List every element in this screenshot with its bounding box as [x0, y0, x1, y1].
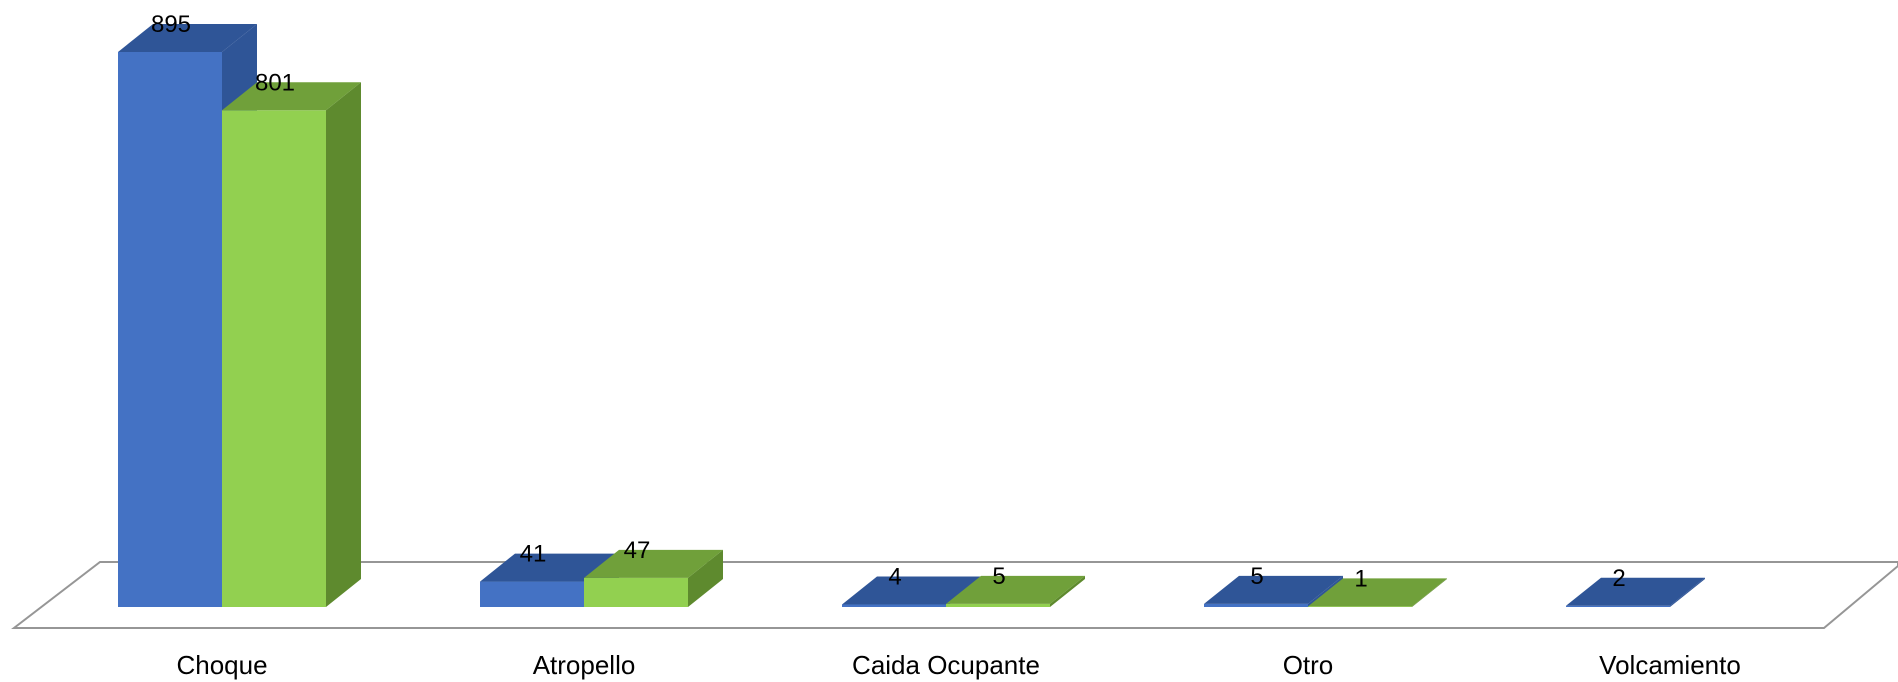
bar-front-face — [842, 604, 946, 607]
data-label: 47 — [624, 537, 651, 564]
bar-side-face — [1670, 577, 1705, 607]
bar-top-face — [584, 549, 723, 578]
data-label: 4 — [888, 564, 901, 591]
data-label: 41 — [520, 541, 547, 568]
bar-front-face — [584, 577, 688, 607]
bar-top-face — [1308, 578, 1447, 607]
bars-layer — [118, 24, 1705, 608]
bar-front-face — [118, 52, 222, 607]
x-tick-label: Otro — [1283, 650, 1334, 680]
bar — [1566, 577, 1705, 607]
data-label: 5 — [1250, 563, 1263, 590]
bar — [222, 82, 361, 608]
bar-front-face — [1204, 603, 1308, 607]
bar-front-face — [1566, 605, 1670, 607]
bar-side-face — [326, 82, 361, 607]
bar-side-face — [1412, 578, 1447, 607]
bar-side-face — [688, 549, 723, 607]
bar-side-face — [1308, 575, 1343, 607]
data-label: 5 — [992, 563, 1005, 590]
bar-front-face — [222, 110, 326, 608]
bar — [584, 549, 723, 607]
bar-side-face — [1050, 575, 1085, 607]
data-label: 895 — [151, 11, 191, 38]
bar-top-face — [842, 576, 981, 605]
bar-top-face — [1204, 575, 1343, 604]
bar-top-face — [1566, 577, 1705, 606]
x-tick-label: Volcamiento — [1599, 650, 1741, 680]
data-label: 801 — [255, 69, 295, 96]
bar — [1204, 575, 1343, 607]
bar-front-face — [480, 581, 584, 607]
data-label: 2 — [1612, 565, 1625, 592]
x-tick-label: Choque — [176, 650, 267, 680]
bar — [1308, 578, 1447, 607]
x-tick-label: Caida Ocupante — [852, 650, 1040, 680]
bar-top-face — [946, 575, 1085, 604]
bar-top-face — [480, 553, 619, 582]
data-label: 1 — [1354, 565, 1367, 592]
bar-front-face — [946, 603, 1050, 607]
bar-top-face — [118, 24, 257, 52]
bar-front-face — [1308, 606, 1412, 607]
bar-top-face — [222, 82, 361, 111]
bar — [946, 575, 1085, 607]
x-tick-label: Atropello — [533, 650, 636, 680]
